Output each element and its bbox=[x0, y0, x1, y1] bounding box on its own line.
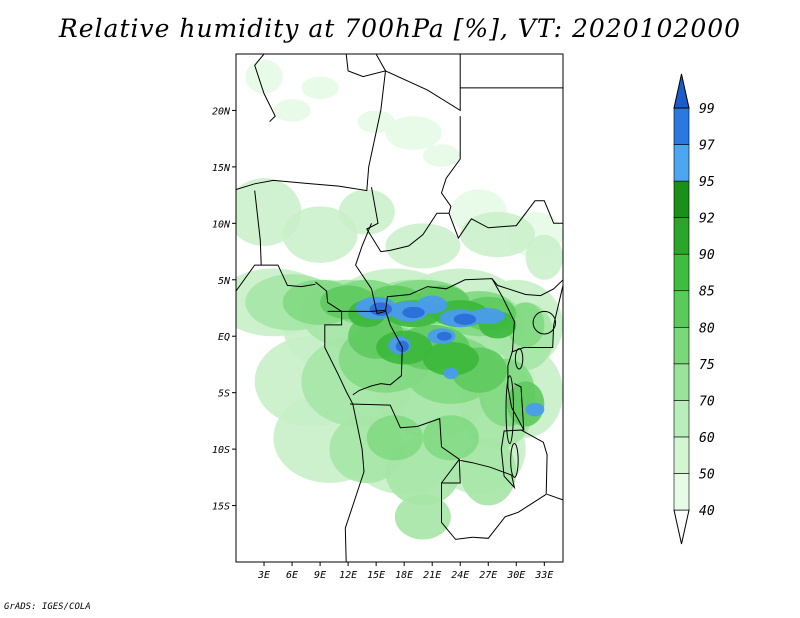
colorbar-segment bbox=[673, 326, 690, 365]
border-line bbox=[315, 281, 365, 562]
y-tick-label: 15N bbox=[212, 163, 231, 174]
colorbar-segment bbox=[673, 290, 690, 328]
colorbar-segment bbox=[673, 144, 690, 182]
high-humidity-patch bbox=[443, 367, 459, 380]
x-tick-label: 9E bbox=[314, 570, 326, 581]
x-tick-label: 18E bbox=[395, 570, 413, 581]
colorbar-segment bbox=[673, 400, 690, 438]
border-line bbox=[440, 116, 563, 240]
border-line bbox=[254, 54, 276, 123]
x-tick-label: 24E bbox=[451, 570, 469, 581]
y-tick-label: 5N bbox=[218, 276, 231, 287]
y-tick-label: 10N bbox=[212, 219, 231, 230]
humidity-patch bbox=[273, 99, 311, 122]
y-tick-label: 20N bbox=[212, 106, 231, 117]
x-tick-label: 30E bbox=[506, 570, 525, 581]
humidity-patch bbox=[422, 341, 479, 376]
humidity-patch bbox=[385, 116, 442, 150]
colorbar-segment bbox=[673, 180, 690, 218]
border-line bbox=[546, 493, 563, 501]
colorbar-label: 97 bbox=[699, 139, 715, 154]
high-humidity-patch bbox=[395, 340, 409, 353]
border-line bbox=[514, 383, 525, 430]
high-humidity-patch bbox=[525, 402, 545, 417]
x-tick-label: 15E bbox=[367, 570, 385, 581]
colorbar-label: 40 bbox=[699, 504, 715, 519]
humidity-patch bbox=[245, 59, 283, 94]
x-tick-label: 12E bbox=[339, 570, 357, 581]
colorbar-label: 60 bbox=[699, 431, 715, 446]
colorbar-segment bbox=[673, 363, 690, 401]
y-tick-label: 15S bbox=[212, 502, 230, 513]
colorbar-segment bbox=[673, 217, 690, 255]
country-borders bbox=[236, 54, 563, 562]
border-line bbox=[254, 190, 262, 266]
high-humidity-patch bbox=[471, 308, 506, 324]
lake-outline bbox=[505, 375, 514, 444]
humidity-field bbox=[236, 59, 563, 540]
border-line bbox=[236, 54, 387, 192]
map-frame bbox=[235, 53, 564, 563]
high-humidity-patch bbox=[417, 295, 448, 314]
border-line bbox=[460, 278, 525, 490]
x-tick-label: 33E bbox=[534, 570, 553, 581]
x-tick-label: 27E bbox=[479, 570, 497, 581]
border-line bbox=[441, 458, 460, 484]
high-humidity-patch bbox=[453, 313, 477, 325]
high-humidity-patch bbox=[436, 331, 452, 341]
x-tick-label: 6E bbox=[286, 570, 298, 581]
colorbar: 40 50 60 70 75 80 85 90 92 95 97 99 bbox=[673, 73, 715, 545]
colorbar-label: 50 bbox=[699, 467, 715, 482]
border-line bbox=[349, 403, 473, 540]
colorbar-segment bbox=[673, 436, 690, 474]
x-tick-label: 3E bbox=[257, 570, 270, 581]
colorbar-label: 80 bbox=[699, 321, 715, 336]
humidity-patch bbox=[301, 76, 339, 100]
colorbar-label: 75 bbox=[699, 358, 715, 373]
high-humidity-patch bbox=[369, 302, 393, 316]
humidity-patch bbox=[525, 234, 563, 280]
latitude-axis: 20N 15N 10N 5N EQ 5S 10S 15S bbox=[212, 106, 236, 513]
lake-outline bbox=[510, 442, 519, 478]
colorbar-segment bbox=[673, 253, 690, 292]
colorbar-label: 85 bbox=[699, 285, 715, 300]
border-line bbox=[327, 309, 403, 396]
colorbar-upper-arrow bbox=[673, 73, 690, 109]
humidity-patch bbox=[506, 302, 545, 348]
colorbar-label: 92 bbox=[699, 212, 715, 227]
y-tick-label: 10S bbox=[212, 445, 230, 456]
humidity-patch bbox=[422, 144, 461, 167]
colorbar-label: 70 bbox=[699, 394, 715, 409]
lake-outline bbox=[514, 348, 524, 370]
humidity-patch bbox=[366, 415, 423, 461]
map-title: Relative humidity at 700hPa [%], VT: 202… bbox=[58, 14, 742, 43]
humidity-patch bbox=[385, 223, 461, 269]
grads-credit: GrADS: IGES/COLA bbox=[4, 602, 91, 612]
border-line bbox=[366, 187, 449, 253]
lake-outline bbox=[532, 310, 557, 335]
border-line bbox=[472, 429, 548, 539]
border-line bbox=[345, 54, 461, 112]
humidity-patch bbox=[394, 494, 451, 540]
colorbar-label: 99 bbox=[699, 102, 715, 117]
y-tick-label: EQ bbox=[218, 332, 230, 343]
y-tick-label: 5S bbox=[218, 389, 230, 400]
humidity-patch bbox=[422, 415, 479, 461]
humidity-patch bbox=[338, 189, 395, 235]
colorbar-lower-arrow bbox=[673, 509, 690, 545]
colorbar-label: 90 bbox=[699, 248, 715, 263]
colorbar-segment bbox=[673, 107, 690, 145]
border-line bbox=[355, 223, 563, 315]
colorbar-segment bbox=[673, 473, 690, 511]
humidity-patch bbox=[357, 110, 395, 134]
humidity-patch bbox=[282, 206, 358, 263]
x-tick-label: 21E bbox=[423, 570, 441, 581]
colorbar-label: 95 bbox=[699, 175, 715, 190]
border-line bbox=[236, 264, 316, 292]
high-humidity-patch bbox=[402, 306, 425, 319]
longitude-axis: 3E 6E 9E 12E 15E 18E 21E 24E 27E 30E 33E bbox=[257, 562, 553, 581]
